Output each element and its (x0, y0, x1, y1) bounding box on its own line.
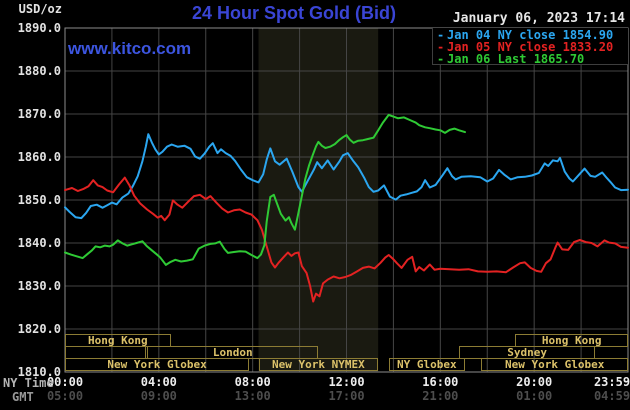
x-axis-row-label-ny: NY Time (3, 376, 54, 390)
chart-datetime: January 06, 2023 17:14 (452, 11, 625, 26)
x-tick-label-gmt: 21:00 (422, 389, 459, 403)
x-tick-label-ny: 16:00 (422, 375, 459, 389)
session-bar-new-york-globex: New York Globex (65, 358, 250, 371)
x-tick-label-gmt: 17:00 (328, 389, 365, 403)
x-tick-label-gmt: 09:00 (140, 389, 177, 403)
y-tick-label: 1880.0 (17, 64, 61, 78)
legend-item: - Jan 06 Last 1865.70 (437, 53, 628, 65)
session-bar-label: New York Globex (107, 358, 207, 371)
x-tick-label-ny: 20:00 (516, 375, 553, 389)
x-tick-label-ny: 08:00 (234, 375, 271, 389)
legend-marker-dash: - (437, 28, 445, 42)
y-tick-label: 1830.0 (17, 279, 61, 293)
y-tick-label: 1840.0 (17, 236, 61, 250)
session-bar-label: London (212, 346, 253, 359)
session-bar-new-york-nymex: New York NYMEX (258, 358, 379, 371)
legend-marker-dash: - (437, 40, 445, 54)
legend-marker-dash: - (437, 52, 445, 66)
session-bar-label: New York Globex (505, 358, 605, 371)
y-tick-label: 1890.0 (17, 21, 61, 35)
x-tick-label-ny: 12:00 (328, 375, 365, 389)
y-tick-label: 1860.0 (17, 150, 61, 164)
y-tick-label: 1850.0 (17, 193, 61, 207)
y-tick-label: 1870.0 (17, 107, 61, 121)
y-axis-units-label: USD/oz (18, 2, 62, 16)
x-tick-label-gmt: 01:00 (516, 389, 553, 403)
y-tick-label: 1820.0 (17, 322, 61, 336)
kitco-link[interactable]: www.kitco.com (68, 39, 192, 58)
legend-label: Jan 05 NY close 1833.20 (447, 40, 614, 54)
legend-item: - Jan 05 NY close 1833.20 (437, 41, 628, 53)
legend-label: Jan 06 Last 1865.70 (447, 52, 585, 66)
x-tick-label-ny: 23:59 (593, 375, 630, 389)
page-title: 24 Hour Spot Gold (Bid) (192, 3, 396, 23)
chart-legend: - Jan 04 NY close 1854.90- Jan 05 NY close… (432, 28, 628, 65)
x-axis-row-label-gmt: GMT (12, 390, 34, 404)
session-bar-new-york-globex: New York Globex (481, 358, 628, 371)
series-jan-06 (64, 113, 466, 266)
session-bar-label: Hong Kong (87, 334, 148, 347)
x-tick-label-gmt: 04:59 (593, 389, 630, 403)
legend-item: - Jan 04 NY close 1854.90 (437, 29, 628, 41)
series-jan-04 (64, 133, 629, 220)
plot-border (64, 27, 629, 373)
x-tick-label-ny: 00:00 (46, 375, 84, 389)
x-tick-label-gmt: 13:00 (234, 389, 271, 403)
series-jan-05 (64, 176, 629, 303)
session-bar-label: Sydney (507, 346, 547, 359)
session-bar-label: Hong Kong (541, 334, 602, 347)
x-tick-label-gmt: 05:00 (46, 389, 84, 403)
session-bar-ny-globex: NY Globex (388, 358, 465, 371)
session-bar-label: New York NYMEX (271, 358, 365, 371)
x-tick-label-ny: 04:00 (140, 375, 177, 389)
legend-label: Jan 04 NY close 1854.90 (447, 28, 614, 42)
y-tick-label: 1810.0 (17, 365, 61, 379)
session-bar-label: NY Globex (397, 358, 457, 371)
